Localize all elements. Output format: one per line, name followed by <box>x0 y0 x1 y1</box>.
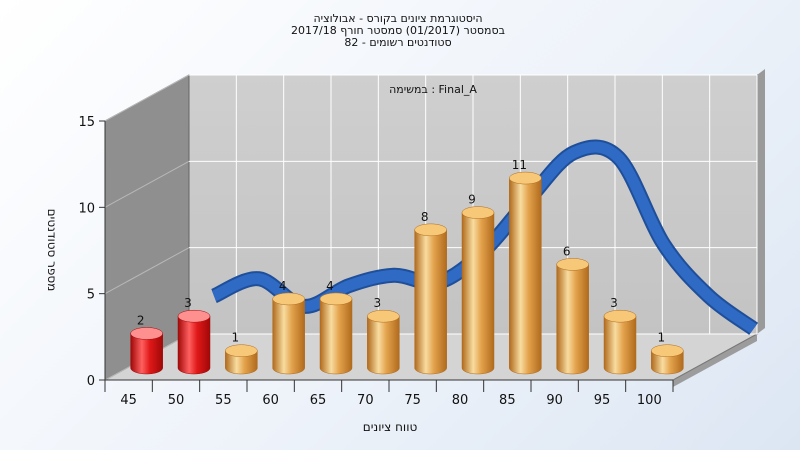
bar-value-label: 4 <box>326 279 334 293</box>
histogram-bar <box>177 309 211 375</box>
histogram-bar <box>603 309 637 375</box>
bar-top <box>177 309 211 323</box>
bar-body <box>603 315 637 375</box>
histogram-bar <box>651 344 684 375</box>
histogram-bar <box>272 292 305 375</box>
y-tick-label: 15 <box>78 115 95 130</box>
bar-body <box>272 298 305 375</box>
bar-value-label: 3 <box>184 296 192 310</box>
bar-top <box>414 223 447 237</box>
histogram-bar <box>367 309 400 375</box>
x-tick-label: 50 <box>168 393 185 408</box>
bar-value-label: 8 <box>421 210 429 224</box>
histogram-bar <box>556 258 589 375</box>
bar-value-label: 4 <box>279 279 287 293</box>
bar-top <box>556 258 589 271</box>
chart-title-line: היסטוגרמת ציונים בקורס - אבולוציה <box>313 12 482 25</box>
bar-body <box>225 350 258 375</box>
x-axis-title: טווח ציונים <box>363 420 418 434</box>
bar-top <box>367 309 400 323</box>
bar-value-label: 3 <box>374 296 382 310</box>
bar-body <box>461 212 495 375</box>
histogram-bar <box>319 292 353 375</box>
histogram-bar <box>461 206 495 375</box>
bar-value-label: 2 <box>137 313 145 327</box>
bar-body <box>651 350 684 375</box>
bar-body <box>130 333 163 375</box>
bar-value-label: 9 <box>468 193 476 207</box>
y-tick-label: 10 <box>78 201 95 216</box>
gridline-side <box>104 160 190 208</box>
x-tick-label: 90 <box>546 393 563 408</box>
bar-body <box>509 177 542 375</box>
bar-top <box>130 327 163 340</box>
x-tick-label: 80 <box>452 393 469 408</box>
bar-top <box>509 171 542 185</box>
x-tick-label: 55 <box>215 393 232 408</box>
gridline-side <box>104 247 190 295</box>
chart-title-line: סטודנטים רשומים - 82 <box>344 36 451 49</box>
x-tick-label: 45 <box>120 393 137 408</box>
x-tick-label: 100 <box>637 393 662 408</box>
histogram-bar <box>130 327 163 375</box>
gridline-side <box>104 74 190 122</box>
bar-top <box>461 206 495 219</box>
bar-body <box>556 264 589 375</box>
bar-top <box>225 344 258 357</box>
x-tick-label: 60 <box>262 393 279 408</box>
x-tick-label: 75 <box>404 393 421 408</box>
histogram-bar <box>509 171 542 375</box>
chart-subtitle: במשימה : Final_A <box>389 83 477 96</box>
bar-body <box>177 315 211 375</box>
chart-title-line: בסמסטר (01/2017) סמסטר חורף 2017/18 <box>291 24 505 37</box>
bar-value-label: 1 <box>658 331 666 345</box>
bar-value-label: 1 <box>232 331 240 345</box>
x-tick-label: 65 <box>310 393 327 408</box>
bar-value-label: 6 <box>563 244 571 258</box>
x-tick-label: 95 <box>594 393 611 408</box>
bar-body <box>414 229 447 375</box>
bar-value-label: 3 <box>610 296 618 310</box>
bar-value-label: 11 <box>512 158 527 172</box>
histogram-bar <box>225 344 258 375</box>
y-tick-label: 5 <box>87 288 95 303</box>
x-tick-label: 85 <box>499 393 516 408</box>
bar-top <box>319 292 353 306</box>
histogram-bar <box>414 223 447 375</box>
y-tick-label: 0 <box>87 374 95 389</box>
bar-top <box>603 309 637 323</box>
x-tick-label: 70 <box>357 393 374 408</box>
y-axis-title: מספר סטודנטים <box>45 209 59 292</box>
bar-body <box>367 315 400 375</box>
bar-body <box>319 298 353 375</box>
bar-top <box>651 344 684 357</box>
bar-top <box>272 292 305 306</box>
